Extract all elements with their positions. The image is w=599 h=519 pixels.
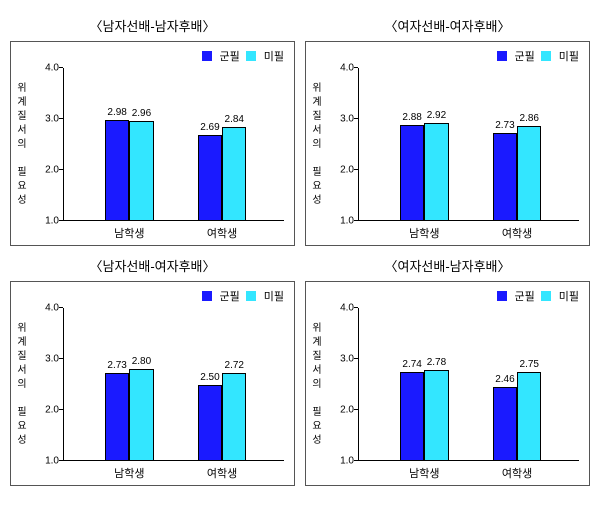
- x-axis: 남학생 여학생: [63, 225, 284, 239]
- legend-swatch-s2: [541, 51, 551, 61]
- x-category-label: 남학생: [409, 465, 439, 481]
- legend-swatch-s1: [497, 291, 507, 301]
- x-category-label: 여학생: [207, 465, 237, 481]
- legend-label-s2: 미필: [264, 48, 284, 64]
- y-tick-label: 3.0: [328, 114, 354, 125]
- bar-s2: [129, 369, 153, 461]
- x-category-label: 여학생: [502, 225, 532, 241]
- y-axis-label: 위계질서의 필요성: [15, 68, 29, 221]
- legend-label-s2: 미필: [264, 288, 284, 304]
- x-category-label: 남학생: [114, 465, 144, 481]
- legend: 군필 미필: [497, 48, 580, 64]
- legend-label-s1: 군필: [220, 288, 240, 304]
- bar-s1: [198, 385, 222, 462]
- y-tick-label: 4.0: [33, 303, 59, 314]
- bar-s1: [400, 125, 424, 221]
- plot-area: 1.02.03.04.02.882.922.732.86: [358, 68, 579, 221]
- bar-s1: [493, 133, 517, 221]
- bar-value-label: 2.98: [107, 107, 126, 118]
- bar-value-label: 2.84: [225, 114, 244, 125]
- x-category-label: 여학생: [207, 225, 237, 241]
- bar-s1: [400, 372, 424, 461]
- y-tick-label: 2.0: [33, 165, 59, 176]
- y-tick-label: 4.0: [33, 63, 59, 74]
- legend-label-s2: 미필: [559, 288, 579, 304]
- x-axis: 남학생 여학생: [63, 465, 284, 479]
- chart-panel: 군필 미필위계질서의 필요성 1.0 2.0 3.0 4.0 2.88 2.92 2.73 2.8…: [305, 41, 590, 246]
- legend: 군필 미필: [202, 288, 285, 304]
- legend: 군필 미필: [202, 48, 285, 64]
- legend-swatch-s2: [541, 291, 551, 301]
- bar-value-label: 2.86: [520, 113, 539, 124]
- legend-swatch-s2: [246, 51, 256, 61]
- y-axis-label: 위계질서의 필요성: [310, 308, 324, 461]
- chart-panel: 군필 미필위계질서의 필요성 1.0 2.0 3.0 4.0 2.98 2.96 2.69 2.8…: [10, 41, 295, 246]
- bar-value-label: 2.73: [495, 120, 514, 131]
- chart-title: 〈여자선배-여자후배〉: [305, 16, 590, 35]
- y-tick-label: 1.0: [328, 456, 354, 467]
- bar-s2: [424, 123, 448, 221]
- chart-title: 〈여자선배-남자후배〉: [305, 256, 590, 275]
- bar-value-label: 2.74: [402, 359, 421, 370]
- bar-value-label: 2.69: [200, 122, 219, 133]
- bar-value-label: 2.75: [520, 359, 539, 370]
- bar-value-label: 2.78: [427, 357, 446, 368]
- x-axis: 남학생 여학생: [358, 465, 579, 479]
- chart-panel: 군필 미필위계질서의 필요성 1.0 2.0 3.0 4.0 2.73 2.80 2.50 2.7…: [10, 281, 295, 486]
- bar-value-label: 2.72: [225, 360, 244, 371]
- plot-area: 1.02.03.04.02.982.962.692.84: [63, 68, 284, 221]
- bar-value-label: 2.80: [132, 356, 151, 367]
- y-tick-label: 2.0: [328, 165, 354, 176]
- bar-value-label: 2.46: [495, 374, 514, 385]
- y-tick-label: 1.0: [33, 456, 59, 467]
- bar-s2: [222, 373, 246, 461]
- bar-s2: [517, 126, 541, 221]
- plot-area: 1.02.03.04.02.732.802.502.72: [63, 308, 284, 461]
- bar-s2: [129, 121, 153, 221]
- legend-swatch-s1: [202, 291, 212, 301]
- plot-area: 1.02.03.04.02.742.782.462.75: [358, 308, 579, 461]
- bar-s2: [517, 372, 541, 461]
- chart-title: 〈남자선배-여자후배〉: [10, 256, 295, 275]
- legend-label-s1: 군필: [515, 288, 535, 304]
- bar-value-label: 2.96: [132, 108, 151, 119]
- bar-s2: [222, 127, 246, 221]
- bar-s1: [493, 387, 517, 461]
- y-tick-label: 4.0: [328, 303, 354, 314]
- y-tick-label: 1.0: [328, 216, 354, 227]
- x-axis: 남학생 여학생: [358, 225, 579, 239]
- y-tick-label: 4.0: [328, 63, 354, 74]
- legend-label-s1: 군필: [515, 48, 535, 64]
- legend-swatch-s1: [202, 51, 212, 61]
- y-tick-label: 3.0: [328, 354, 354, 365]
- bar-s1: [105, 373, 129, 461]
- legend-label-s1: 군필: [220, 48, 240, 64]
- y-tick-label: 3.0: [33, 354, 59, 365]
- y-axis-label: 위계질서의 필요성: [310, 68, 324, 221]
- chart-title: 〈남자선배-남자후배〉: [10, 16, 295, 35]
- bar-value-label: 2.73: [107, 360, 126, 371]
- bar-value-label: 2.50: [200, 372, 219, 383]
- x-category-label: 여학생: [502, 465, 532, 481]
- x-category-label: 남학생: [114, 225, 144, 241]
- y-tick-label: 3.0: [33, 114, 59, 125]
- y-tick-label: 2.0: [328, 405, 354, 416]
- y-axis-label: 위계질서의 필요성: [15, 308, 29, 461]
- bar-s1: [105, 120, 129, 221]
- x-category-label: 남학생: [409, 225, 439, 241]
- bar-s2: [424, 370, 448, 461]
- chart-panel: 군필 미필위계질서의 필요성 1.0 2.0 3.0 4.0 2.74 2.78 2.46 2.7…: [305, 281, 590, 486]
- bar-value-label: 2.92: [427, 110, 446, 121]
- y-tick-label: 1.0: [33, 216, 59, 227]
- legend-swatch-s2: [246, 291, 256, 301]
- bar-s1: [198, 135, 222, 221]
- legend-swatch-s1: [497, 51, 507, 61]
- y-tick-label: 2.0: [33, 405, 59, 416]
- bar-value-label: 2.88: [402, 112, 421, 123]
- legend: 군필 미필: [497, 288, 580, 304]
- legend-label-s2: 미필: [559, 48, 579, 64]
